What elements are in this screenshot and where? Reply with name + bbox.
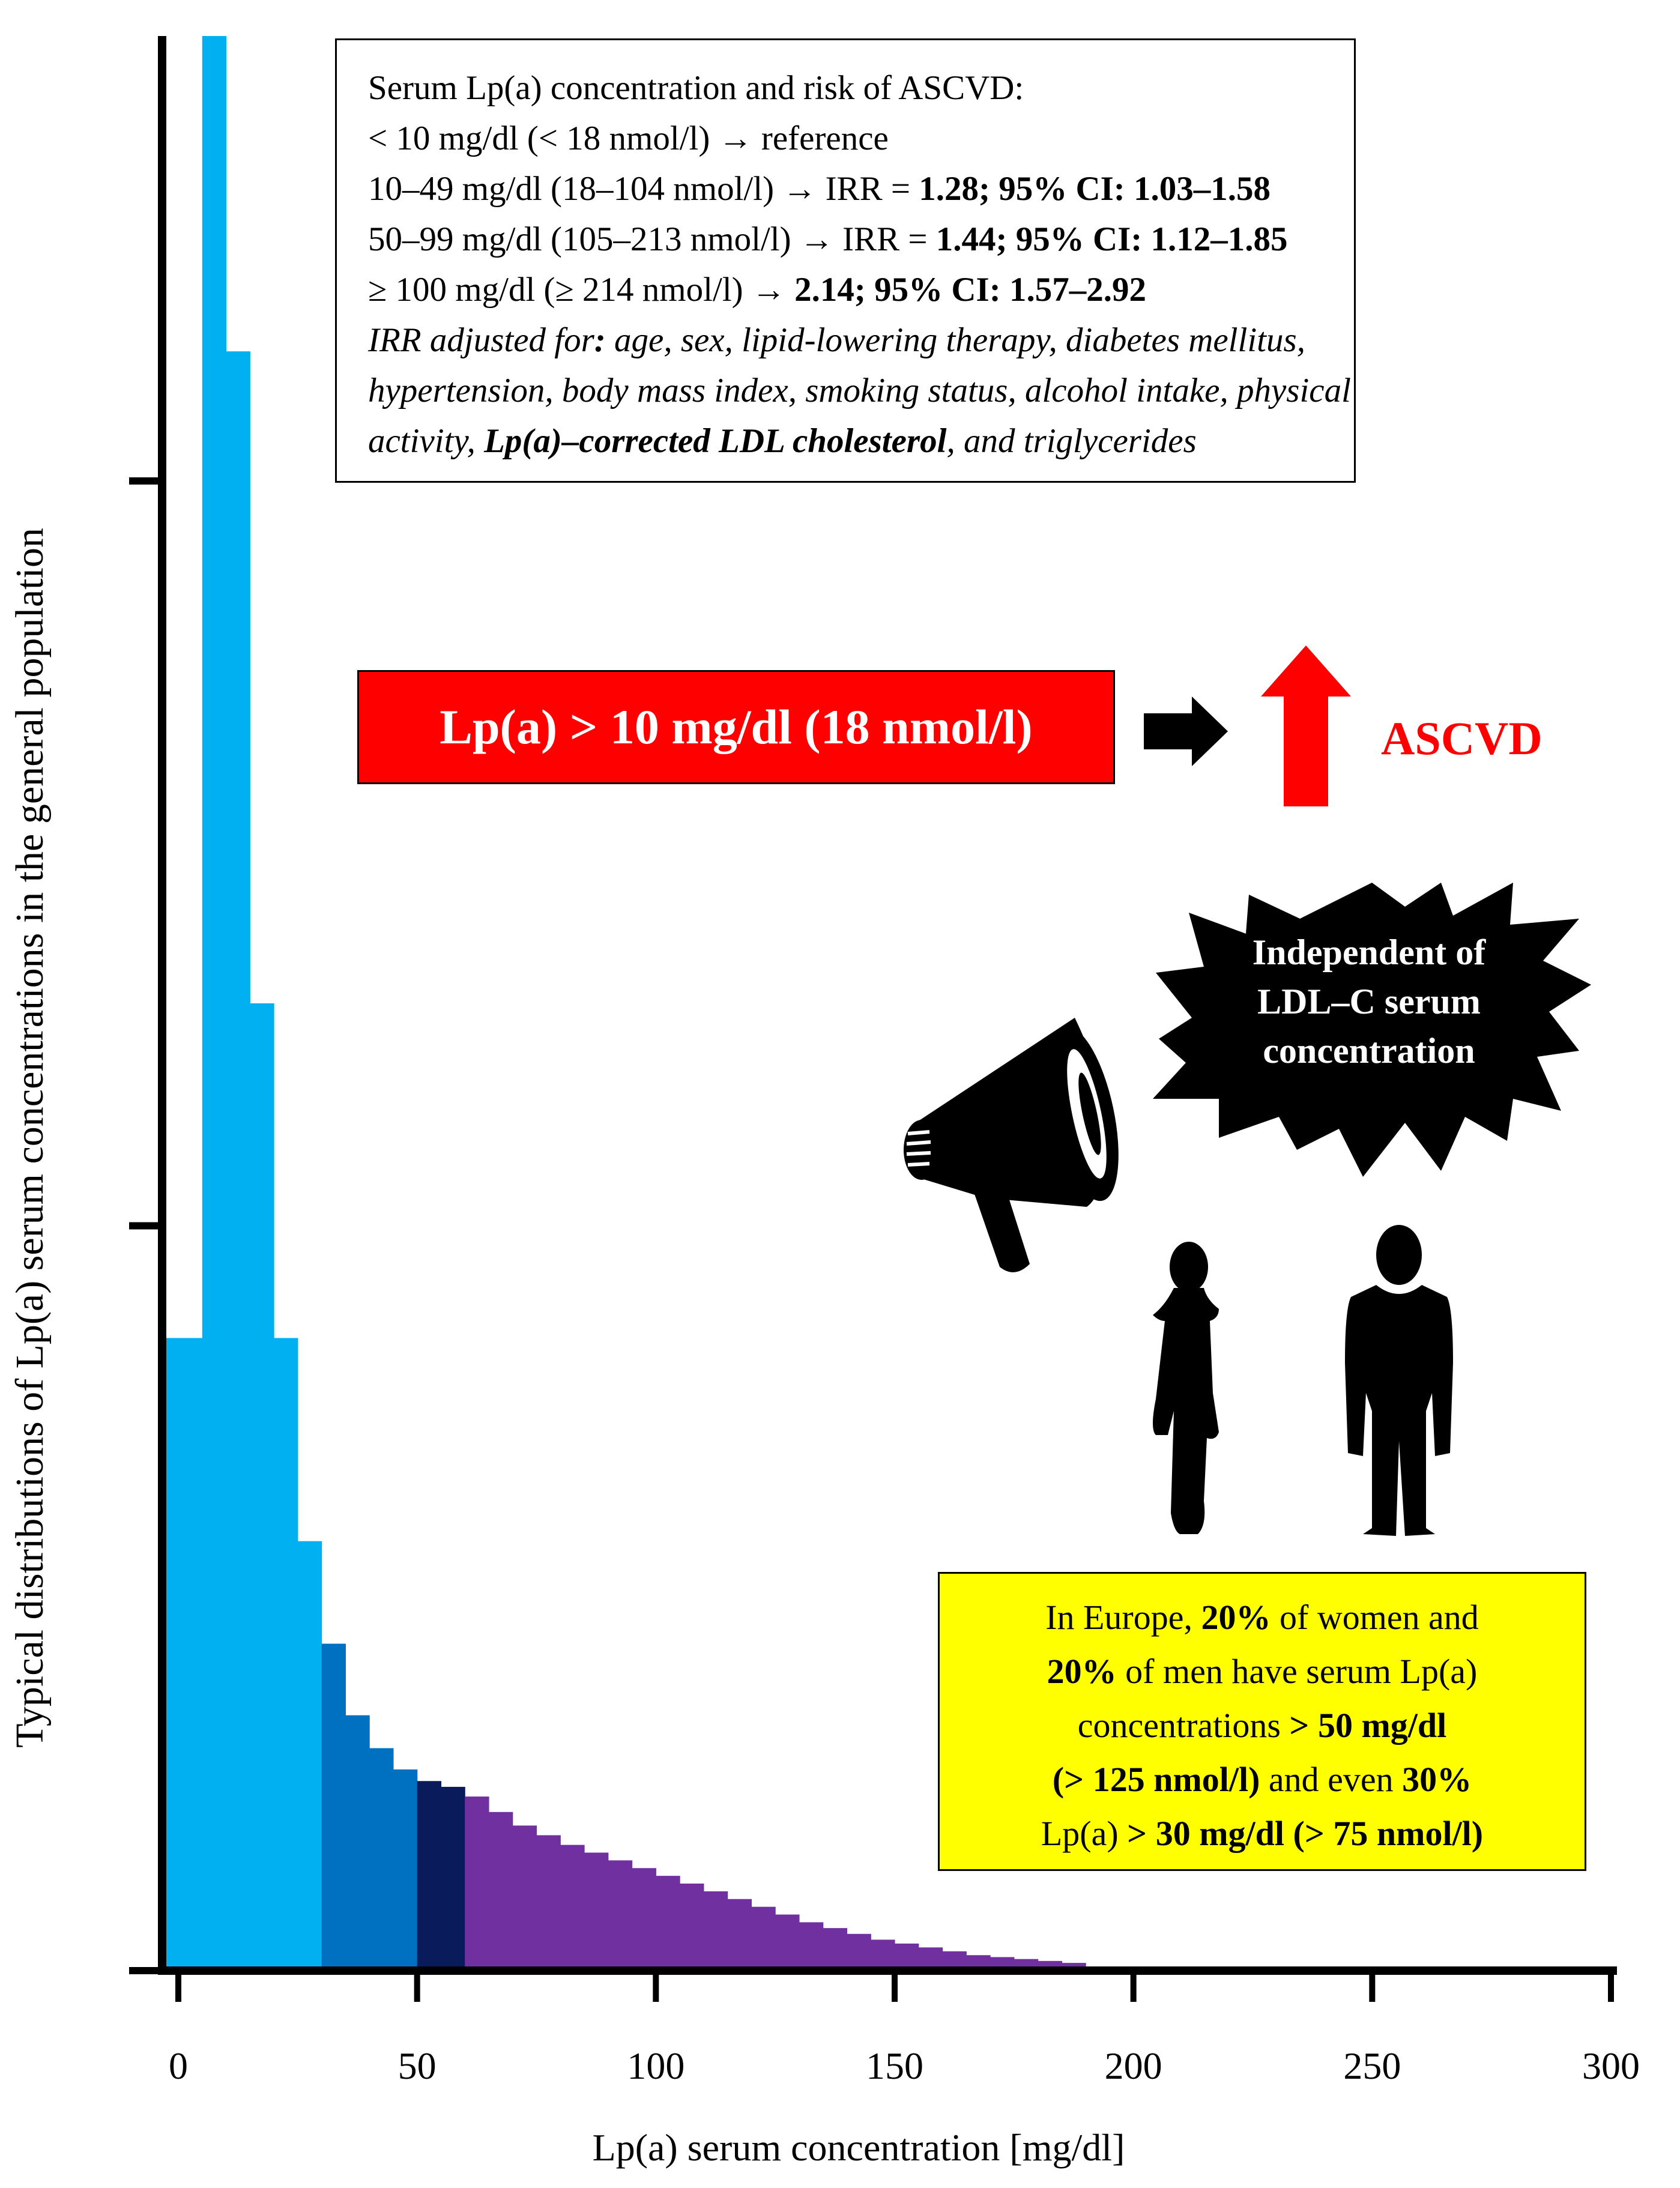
x-tick-label: 150 — [866, 2044, 923, 2087]
histogram-bar — [847, 1933, 871, 1971]
x-ticks: 0 50 100 150 200 250 300 — [169, 1971, 1640, 2087]
info-line: 50–99 mg/dl (105–213 nmol/l) → IRR = 1.4… — [368, 214, 1330, 265]
histogram-bars — [166, 36, 1086, 1971]
prevalence-value: 30% — [1402, 1760, 1472, 1799]
info-text: IRR adjusted for — [368, 321, 594, 359]
info-value: Lp(a)–corrected LDL cholesterol — [484, 422, 947, 460]
info-line: activity, Lp(a)–corrected LDL cholestero… — [368, 416, 1330, 467]
prevalence-value: > 50 mg/dl — [1289, 1706, 1447, 1745]
histogram-bar — [584, 1852, 609, 1971]
info-text: ≥ 100 mg/dl (≥ 214 nmol/l) → — [368, 271, 795, 309]
y-ticks — [129, 477, 162, 1974]
speech-burst-icon — [1153, 883, 1591, 1177]
info-value: 1.28; 95% CI: 1.03–1.58 — [919, 170, 1271, 208]
prevalence-line: (> 125 nmol/l) and even 30% — [940, 1753, 1585, 1807]
info-line: IRR adjusted for: age, sex, lipid-loweri… — [368, 315, 1330, 366]
threshold-red-box: Lp(a) > 10 mg/dl (18 nmol/l) — [357, 670, 1115, 784]
histogram-bar — [226, 351, 250, 1971]
prevalence-line: In Europe, 20% of women and — [940, 1591, 1585, 1645]
histogram-bar — [608, 1860, 633, 1971]
histogram-bar — [632, 1868, 656, 1971]
y-axis-title: Typical distributions of Lp(a) serum con… — [8, 528, 52, 1748]
histogram-bar — [536, 1835, 561, 1971]
histogram-bar — [488, 1812, 513, 1971]
x-tick-label: 250 — [1343, 2044, 1401, 2087]
prevalence-value: (> 125 nmol/l) — [1052, 1760, 1260, 1799]
info-text: 10–49 mg/dl (18–104 nmol/l) → IRR = — [368, 170, 919, 208]
info-text: , and triglycerides — [946, 422, 1197, 460]
prevalence-text: In Europe, — [1045, 1598, 1201, 1637]
x-tick-label: 300 — [1582, 2044, 1640, 2087]
info-text: 50–99 mg/dl (105–213 nmol/l) → IRR = — [368, 220, 936, 258]
prevalence-value: > 30 mg/dl (> 75 nmol/l) — [1127, 1814, 1484, 1853]
info-line: < 10 mg/dl (< 18 nmol/l) → reference — [368, 119, 889, 157]
histogram-bar — [202, 36, 227, 1971]
x-tick-label: 50 — [398, 2044, 437, 2087]
x-tick-label: 100 — [627, 2044, 684, 2087]
histogram-bar — [345, 1715, 370, 1971]
info-value: 1.44; 95% CI: 1.12–1.85 — [935, 220, 1288, 258]
histogram-bar — [727, 1899, 752, 1971]
prevalence-text: and even — [1260, 1760, 1403, 1799]
prevalence-line: concentrations > 50 mg/dl — [940, 1699, 1585, 1753]
prevalence-value: 20% — [1047, 1652, 1117, 1691]
right-arrow-icon — [1144, 697, 1228, 766]
histogram-bar — [441, 1786, 465, 1971]
histogram-bar — [895, 1943, 919, 1971]
europe-prevalence-box: In Europe, 20% of women and 20% of men h… — [938, 1572, 1586, 1871]
woman-silhouette-icon — [1153, 1242, 1219, 1534]
info-text: activity, — [368, 422, 485, 460]
histogram-bar — [560, 1845, 585, 1971]
x-axis-title: Lp(a) serum concentration [mg/dl] — [593, 2126, 1125, 2169]
histogram-bar — [465, 1797, 489, 1971]
info-line: ≥ 100 mg/dl (≥ 214 nmol/l) → 2.14; 95% C… — [368, 265, 1330, 315]
prevalence-line: Lp(a) > 30 mg/dl (> 75 nmol/l) — [940, 1807, 1585, 1861]
man-silhouette-icon — [1345, 1225, 1453, 1536]
x-tick-label: 0 — [169, 2044, 188, 2087]
histogram-bar — [417, 1781, 442, 1971]
prevalence-text: of women and — [1271, 1598, 1479, 1637]
histogram-bar — [297, 1541, 322, 1971]
histogram-bar — [680, 1884, 704, 1971]
prevalence-text: concentrations — [1077, 1706, 1290, 1745]
histogram-bar — [799, 1922, 824, 1971]
info-line: Serum Lp(a) concentration and risk of AS… — [368, 69, 1024, 107]
histogram-bar — [250, 1003, 274, 1971]
up-arrow-icon — [1261, 645, 1351, 806]
burst-line: concentration — [1263, 1031, 1475, 1071]
histogram-bar — [321, 1643, 346, 1971]
info-line: 10–49 mg/dl (18–104 nmol/l) → IRR = 1.28… — [368, 164, 1330, 214]
histogram-bar — [656, 1876, 680, 1971]
burst-text: Independent of LDL–C serum concentration — [1192, 928, 1546, 1075]
info-line: hypertension, body mass index, smoking s… — [368, 372, 1351, 409]
prevalence-text: of men have serum Lp(a) — [1116, 1652, 1478, 1691]
prevalence-value: 20% — [1201, 1598, 1271, 1637]
histogram-bar — [393, 1769, 418, 1971]
megaphone-icon — [904, 1018, 1119, 1272]
prevalence-line: 20% of men have serum Lp(a) — [940, 1645, 1585, 1699]
histogram-bar — [751, 1906, 776, 1971]
histogram-bar — [166, 1338, 203, 1971]
histogram-bar — [775, 1914, 800, 1971]
ascvd-label: ASCVD — [1381, 712, 1543, 764]
info-text: age, sex, lipid-lowering therapy, diabet… — [605, 321, 1305, 359]
histogram-bar — [369, 1748, 394, 1971]
x-tick-label: 200 — [1105, 2044, 1162, 2087]
burst-line: LDL–C serum — [1257, 982, 1481, 1021]
risk-info-box: Serum Lp(a) concentration and risk of AS… — [335, 38, 1356, 483]
histogram-bar — [274, 1338, 298, 1971]
burst-line: Independent of — [1252, 932, 1486, 972]
histogram-bar — [823, 1928, 848, 1971]
histogram-bar — [512, 1825, 537, 1971]
prevalence-text: Lp(a) — [1041, 1814, 1128, 1853]
info-value: 2.14; 95% CI: 1.57–2.92 — [794, 271, 1146, 309]
histogram-bar — [703, 1891, 728, 1971]
info-colon: : — [594, 321, 606, 359]
histogram-bar — [871, 1939, 895, 1971]
